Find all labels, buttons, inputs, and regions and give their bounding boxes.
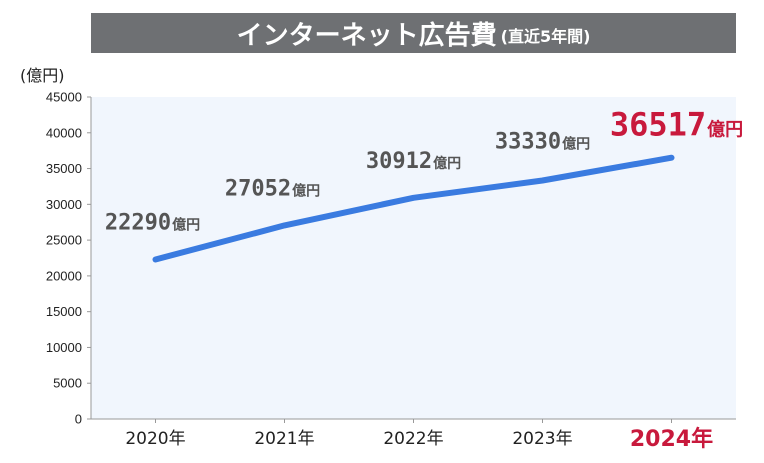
y-tick-label: 10000 <box>46 340 82 355</box>
y-tick-label: 20000 <box>46 268 82 283</box>
plot-area <box>91 97 736 419</box>
data-label-value: 27052 <box>225 176 291 201</box>
data-label: 36517億円 <box>610 106 743 144</box>
y-tick-label: 5000 <box>53 376 82 391</box>
y-tick-label: 35000 <box>46 161 82 176</box>
y-tick-label: 30000 <box>46 197 82 212</box>
data-label: 22290億円 <box>105 211 200 236</box>
x-tick-label: 2023年 <box>512 429 572 449</box>
chart-subtitle: (直近5年間) <box>500 27 591 46</box>
data-label-value: 33330 <box>495 130 561 155</box>
data-label: 27052億円 <box>225 176 320 201</box>
data-label-unit: 億円 <box>292 182 320 199</box>
series-line <box>152 154 675 263</box>
data-label: 30912億円 <box>366 149 461 174</box>
x-tick-label: 2020年 <box>125 429 185 449</box>
x-tick-label: 2024年 <box>630 426 713 452</box>
y-tick-label: 40000 <box>46 125 82 140</box>
data-label-unit: 億円 <box>707 119 743 141</box>
chart-title-bar: インターネット広告費 (直近5年間) <box>91 13 736 53</box>
chart-title: インターネット広告費 <box>236 20 497 51</box>
data-label: 33330億円 <box>495 130 590 155</box>
x-tick-label: 2021年 <box>254 429 314 449</box>
y-axis-unit-label: (億円) <box>20 66 65 85</box>
data-label-value: 30912 <box>366 149 432 174</box>
data-label-value: 22290 <box>105 211 171 236</box>
y-tick-label: 15000 <box>46 304 82 319</box>
data-label-value: 36517 <box>610 106 706 144</box>
data-label-unit: 億円 <box>562 136 590 153</box>
data-label-unit: 億円 <box>433 155 461 172</box>
y-tick-label: 0 <box>75 412 82 427</box>
y-tick-label: 45000 <box>46 90 82 105</box>
x-tick-label: 2022年 <box>383 429 443 449</box>
y-tick-label: 25000 <box>46 233 82 248</box>
data-label-unit: 億円 <box>172 217 200 234</box>
